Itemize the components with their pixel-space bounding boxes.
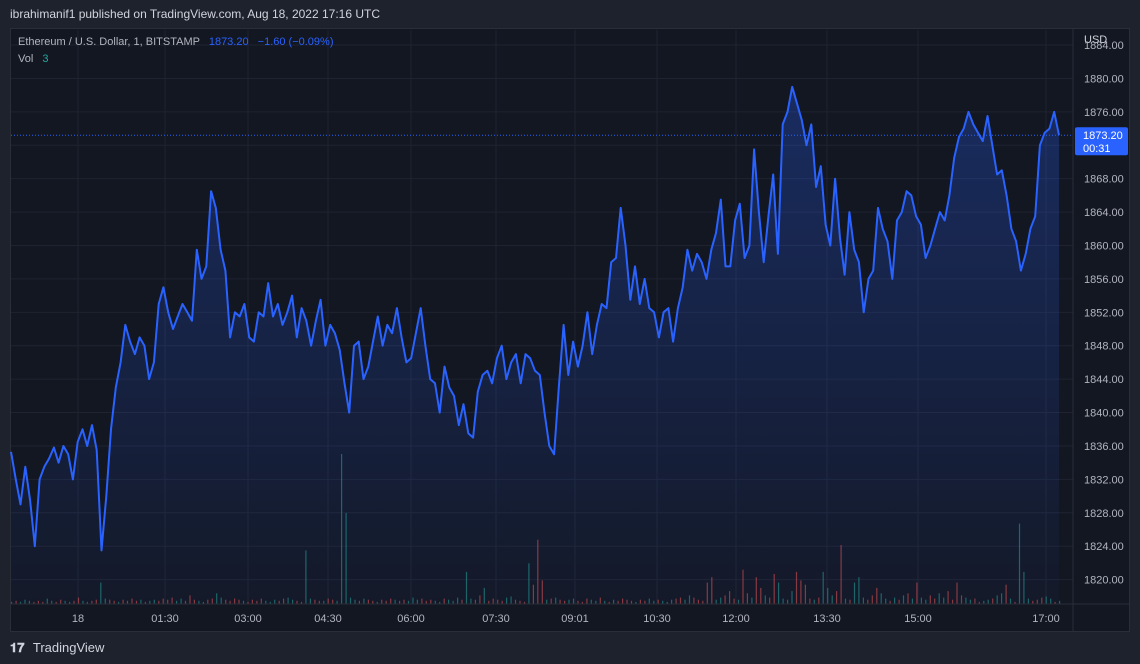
y-tick-label: 1848.00 (1084, 341, 1124, 353)
x-tick-label: 09:01 (561, 613, 589, 625)
y-tick-label: 1828.00 (1084, 508, 1124, 520)
y-tick-label: 1876.00 (1084, 107, 1124, 119)
x-tick-label: 12:00 (722, 613, 750, 625)
volume-bar (1059, 600, 1061, 604)
y-tick-label: 1856.00 (1084, 274, 1124, 286)
publisher-line: ibrahimanif1 published on TradingView.co… (10, 7, 381, 21)
x-tick-label: 17:00 (1032, 613, 1060, 625)
y-tick-label: 1884.00 (1084, 40, 1124, 52)
y-tick-label: 1820.00 (1084, 575, 1124, 587)
x-tick-label: 15:00 (904, 613, 932, 625)
y-tick-label: 1824.00 (1084, 541, 1124, 553)
legend-change: −1.60 (−0.09%) (257, 36, 334, 48)
y-tick-label: 1832.00 (1084, 474, 1124, 486)
x-tick-label: 01:30 (151, 613, 179, 625)
price-scale-currency: USD (1084, 34, 1107, 46)
y-tick-label: 1852.00 (1084, 307, 1124, 319)
price-area-fill (11, 86, 1059, 604)
x-tick-label: 07:30 (482, 613, 510, 625)
current-price-value: 1873.20 (1083, 130, 1123, 142)
volume-label[interactable]: Vol (18, 53, 34, 65)
brand-name: TradingView (32, 640, 105, 655)
y-tick-label: 1880.00 (1084, 73, 1124, 85)
y-tick-label: 1864.00 (1084, 207, 1124, 219)
x-tick-label: 03:00 (234, 613, 262, 625)
y-tick-label: 1868.00 (1084, 174, 1124, 186)
y-tick-label: 1844.00 (1084, 374, 1124, 386)
current-price-label: 1873.20 00:31 (1075, 127, 1128, 156)
price-line-layer (10, 85, 1073, 552)
tradingview-logo-icon: 𝟏𝟕 (10, 640, 25, 655)
y-tick-layer: 1820.00 1824.00 1828.00 1832.00 1836.00 1840.… (1084, 40, 1124, 587)
x-tick-label: 10:30 (643, 613, 671, 625)
footer-branding[interactable]: 𝟏𝟕 TradingView (10, 632, 104, 664)
y-tick-label: 1840.00 (1084, 408, 1124, 420)
price-series-line[interactable] (10, 85, 1060, 552)
x-tick-label: 04:30 (314, 613, 342, 625)
symbol-name[interactable]: Ethereum / U.S. Dollar, 1, BITSTAMP (18, 36, 200, 48)
volume-value: 3 (42, 53, 49, 65)
y-tick-label: 1836.00 (1084, 441, 1124, 453)
countdown-value: 00:31 (1083, 143, 1111, 155)
y-tick-label: 1860.00 (1084, 241, 1124, 253)
x-tick-layer: 18 01:30 03:00 04:30 06:00 07:30 09:01 10:30 12:… (72, 613, 1060, 625)
area-layer (11, 86, 1059, 604)
legend-volume-row: Vol 3 (18, 51, 334, 68)
chart-legend: Ethereum / U.S. Dollar, 1, BITSTAMP 1873… (18, 34, 334, 68)
legend-price: 1873.20 (208, 36, 249, 48)
x-tick-label: 13:30 (813, 613, 841, 625)
x-tick-label: 06:00 (397, 613, 425, 625)
legend-main-row: Ethereum / U.S. Dollar, 1, BITSTAMP 1873… (18, 34, 334, 51)
x-tick-label: 18 (72, 613, 84, 625)
